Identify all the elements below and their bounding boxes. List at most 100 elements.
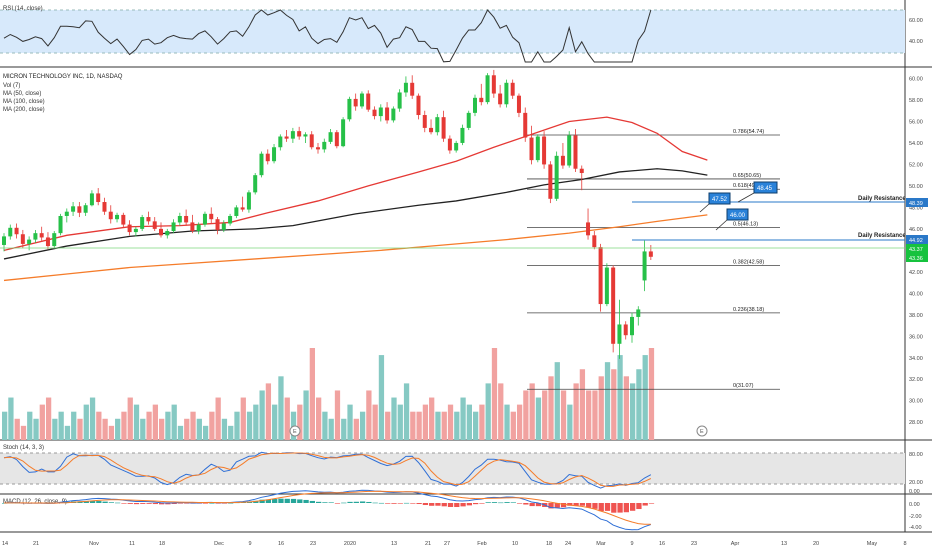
macd-histogram-bar: [316, 501, 322, 503]
candle-body: [648, 251, 653, 257]
macd-histogram-bar: [429, 503, 435, 506]
price-tick-label: 48.00: [909, 205, 923, 211]
candle-body: [215, 219, 220, 230]
volume-bar: [121, 411, 127, 440]
macd-histogram-bar: [221, 503, 228, 504]
candle-body: [372, 109, 377, 117]
volume-bar: [14, 418, 20, 440]
legend-ma100: MA (100, close): [3, 99, 45, 105]
volume-bar: [410, 411, 416, 440]
volume-bar: [171, 404, 177, 440]
fib-label: 0.382(42.58): [733, 260, 764, 266]
macd-histogram-bar: [83, 501, 89, 503]
volume-bar: [416, 411, 422, 440]
legend-ma200: MA (200, close): [3, 107, 45, 113]
candle-body: [265, 153, 270, 162]
macd-histogram-bar: [133, 503, 140, 505]
macd-histogram-bar: [341, 502, 347, 504]
macd-histogram-bar: [648, 503, 655, 504]
candle-body: [240, 207, 245, 210]
candle-body: [548, 164, 553, 199]
stoch-band: [0, 453, 905, 484]
candle-body: [8, 227, 13, 237]
macd-histogram-bar: [586, 503, 592, 508]
callout[interactable]: [753, 181, 778, 194]
candle-body: [397, 92, 402, 109]
candle-body: [140, 217, 145, 229]
candle-body: [567, 135, 572, 166]
symbol-title: MICRON TECHNOLOGY INC, 1D, NASDAQ: [3, 74, 123, 80]
macd-histogram-bar: [115, 502, 121, 504]
earnings-marker[interactable]: [696, 425, 708, 437]
time-tick-label: 9: [630, 541, 633, 547]
macd-histogram-bar: [202, 503, 209, 504]
candle-body: [498, 93, 503, 105]
candle-body: [485, 75, 490, 103]
candle-body: [228, 215, 233, 224]
legend-vol: Vol (7): [3, 83, 20, 89]
macd-histogram-bar: [334, 503, 341, 504]
candle-body: [27, 239, 32, 244]
volume-bar: [529, 383, 535, 440]
macd-histogram-bar: [504, 502, 510, 503]
macd-histogram-bar: [372, 502, 378, 504]
time-tick-label: 11: [129, 541, 135, 547]
volume-bar: [165, 411, 171, 440]
callout[interactable]: [708, 192, 731, 205]
volume-bar: [429, 397, 435, 440]
time-tick-label: 2020: [344, 541, 356, 547]
volume-bar: [297, 404, 303, 440]
volume-bar: [177, 425, 184, 440]
time-tick-label: 14: [2, 541, 8, 547]
volume-bar: [83, 404, 89, 440]
macd-histogram-bar: [454, 503, 460, 508]
candle-body: [328, 132, 333, 142]
macd-histogram-bar: [435, 503, 441, 506]
candle-body: [617, 324, 622, 344]
volume-bar: [234, 411, 240, 440]
fib-label: 0.618(49.69): [733, 183, 764, 189]
volume-bar: [240, 397, 246, 440]
candle-body: [410, 82, 415, 96]
macd-histogram-bar: [278, 498, 284, 503]
volume-bar: [71, 411, 77, 440]
price-tick-label: 54.00: [909, 141, 923, 147]
time-tick-label: 24: [565, 541, 571, 547]
macd-histogram-bar: [359, 501, 366, 503]
volume-bar: [422, 404, 429, 440]
candle-body: [598, 247, 603, 305]
volume-bar: [466, 404, 472, 440]
macd-histogram-bar: [140, 503, 146, 504]
candle-body: [334, 132, 339, 147]
candle-body: [246, 192, 251, 210]
time-tick-label: 27: [444, 541, 450, 547]
volume-bar: [604, 362, 611, 440]
rsi-tick: 60.00: [909, 18, 923, 24]
callout[interactable]: [726, 208, 749, 221]
resistance-label: Daily Resistance: [858, 233, 906, 239]
macd-histogram-bar: [535, 503, 542, 507]
macd-tick: -2.00: [909, 514, 922, 520]
volume-bar: [316, 397, 322, 440]
candle-body: [466, 112, 471, 128]
macd-histogram-bar: [127, 503, 133, 504]
time-tick-label: 18: [159, 541, 165, 547]
volume-bar: [579, 369, 586, 440]
earnings-marker[interactable]: [289, 425, 301, 437]
volume-bar: [303, 390, 309, 440]
volume-bar: [636, 369, 642, 440]
volume-bar: [586, 390, 592, 440]
volume-bar: [611, 369, 617, 440]
candle-body: [71, 206, 76, 212]
candle-body: [479, 97, 484, 103]
candle-body: [435, 117, 440, 133]
callout-text: 46.00: [730, 213, 746, 219]
signal-line: [3, 490, 651, 525]
resistance-tag-text: 44.92: [909, 238, 923, 244]
macd-histogram-bar: [410, 503, 416, 504]
fib-label: 0(31.07): [733, 383, 754, 389]
candle-body: [159, 228, 163, 236]
macd-histogram-bar: [347, 501, 353, 503]
volume-bar: [347, 404, 353, 440]
